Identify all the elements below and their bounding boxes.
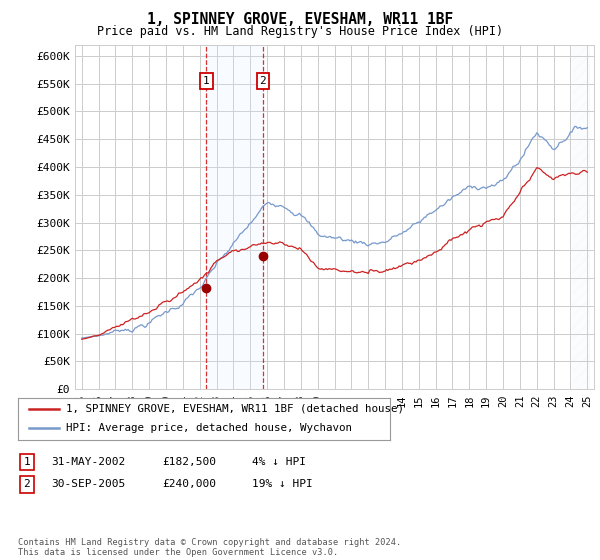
Text: 2: 2 xyxy=(260,76,266,86)
Text: 1, SPINNEY GROVE, EVESHAM, WR11 1BF (detached house): 1, SPINNEY GROVE, EVESHAM, WR11 1BF (det… xyxy=(67,404,404,414)
Text: HPI: Average price, detached house, Wychavon: HPI: Average price, detached house, Wych… xyxy=(67,423,352,433)
Bar xyxy=(206,45,263,389)
Text: Contains HM Land Registry data © Crown copyright and database right 2024.
This d: Contains HM Land Registry data © Crown c… xyxy=(18,538,401,557)
Text: Price paid vs. HM Land Registry's House Price Index (HPI): Price paid vs. HM Land Registry's House … xyxy=(97,25,503,38)
Bar xyxy=(572,45,589,389)
Text: 19% ↓ HPI: 19% ↓ HPI xyxy=(252,479,313,489)
Text: £240,000: £240,000 xyxy=(162,479,216,489)
Text: 2: 2 xyxy=(23,479,31,489)
Text: 1, SPINNEY GROVE, EVESHAM, WR11 1BF: 1, SPINNEY GROVE, EVESHAM, WR11 1BF xyxy=(147,12,453,27)
Text: 1: 1 xyxy=(203,76,210,86)
Text: £182,500: £182,500 xyxy=(162,457,216,467)
Text: 1: 1 xyxy=(23,457,31,467)
Text: 30-SEP-2005: 30-SEP-2005 xyxy=(51,479,125,489)
Text: 4% ↓ HPI: 4% ↓ HPI xyxy=(252,457,306,467)
Text: 31-MAY-2002: 31-MAY-2002 xyxy=(51,457,125,467)
